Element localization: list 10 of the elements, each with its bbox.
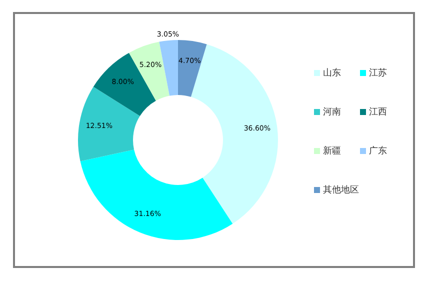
donut-slice [78, 86, 140, 162]
donut-slice [178, 40, 207, 97]
legend-label: 河南 [323, 106, 341, 118]
legend-label: 广东 [369, 145, 387, 156]
legend-label: 江苏 [369, 67, 387, 78]
legend-label: 江西 [369, 106, 387, 118]
legend-label: 山东 [323, 67, 341, 78]
donut-slice [80, 150, 233, 240]
legend-label: 新疆 [323, 145, 341, 156]
legend-label: 其他地区 [323, 184, 359, 196]
